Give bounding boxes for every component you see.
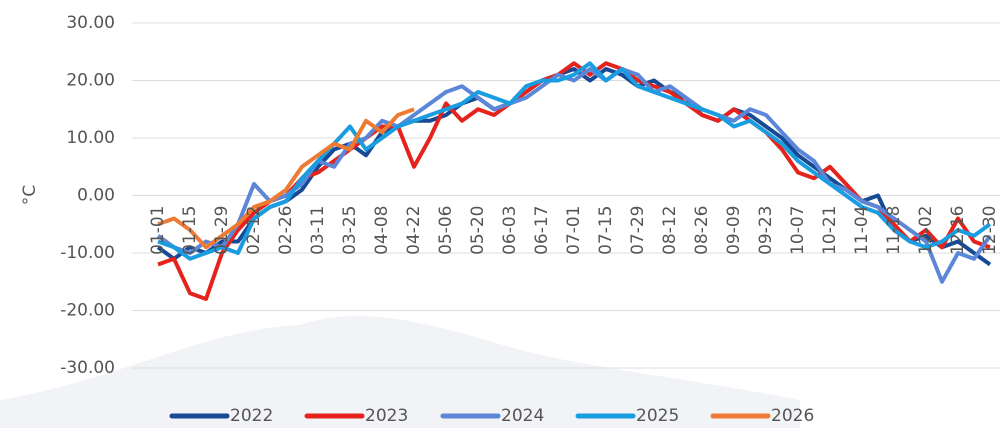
legend-label: 2023 bbox=[365, 406, 408, 426]
x-tick-label: 02-26 bbox=[276, 206, 296, 255]
y-tick-label: -10.00 bbox=[60, 243, 115, 263]
x-tick-label: 07-15 bbox=[596, 206, 616, 255]
series-line bbox=[157, 107, 415, 250]
x-tick-label: 02-12 bbox=[244, 206, 264, 255]
x-tick-label: 06-03 bbox=[500, 206, 520, 255]
x-tick-label: 11-18 bbox=[884, 206, 904, 255]
background-decoration bbox=[0, 315, 800, 428]
x-tick-label: 07-29 bbox=[628, 206, 648, 255]
x-tick-label: 11-04 bbox=[852, 206, 872, 255]
x-tick-label: 10-07 bbox=[788, 206, 808, 255]
y-axis-label: °C bbox=[20, 185, 40, 205]
y-tick-label: 20.00 bbox=[66, 71, 115, 91]
x-tick-label: 07-01 bbox=[564, 206, 584, 255]
x-tick-label: 08-12 bbox=[660, 206, 680, 255]
x-tick-label: 12-30 bbox=[980, 206, 1000, 255]
y-tick-label: 10.00 bbox=[66, 128, 115, 148]
legend-label: 2025 bbox=[636, 406, 679, 426]
x-tick-label: 04-08 bbox=[372, 206, 392, 255]
x-tick-label: 09-23 bbox=[756, 206, 776, 255]
y-tick-label: -20.00 bbox=[60, 301, 115, 321]
x-tick-label: 03-25 bbox=[340, 206, 360, 255]
x-tick-label: 08-26 bbox=[692, 206, 712, 255]
x-tick-label: 05-20 bbox=[468, 206, 488, 255]
legend-label: 2024 bbox=[501, 406, 544, 426]
x-tick-label: 09-09 bbox=[724, 206, 744, 255]
legend-label: 2026 bbox=[771, 406, 814, 426]
x-tick-label: 01-29 bbox=[212, 206, 232, 255]
series-line bbox=[157, 61, 992, 261]
x-tick-label: 12-16 bbox=[948, 206, 968, 255]
x-tick-label: 03-11 bbox=[308, 206, 328, 255]
x-tick-label: 12-02 bbox=[916, 206, 936, 255]
legend-label: 2022 bbox=[230, 406, 273, 426]
y-tick-label: 30.00 bbox=[66, 13, 115, 33]
x-tick-label: 01-15 bbox=[180, 206, 200, 255]
x-tick-label: 06-17 bbox=[532, 206, 552, 255]
series-line bbox=[157, 61, 991, 301]
x-tick-label: 10-21 bbox=[820, 206, 840, 255]
x-tick-label: 05-06 bbox=[436, 206, 456, 255]
x-tick-label: 01-01 bbox=[148, 206, 168, 255]
y-tick-label: 0.00 bbox=[77, 186, 115, 206]
y-tick-label: -30.00 bbox=[60, 358, 115, 378]
x-tick-label: 04-22 bbox=[404, 206, 424, 255]
